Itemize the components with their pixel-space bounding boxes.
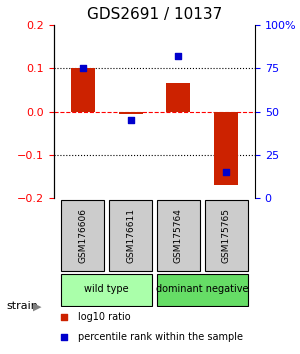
Point xyxy=(224,170,229,175)
Point xyxy=(62,314,67,320)
Bar xyxy=(167,83,191,112)
Text: strain: strain xyxy=(6,301,38,311)
Text: GSM175764: GSM175764 xyxy=(174,208,183,263)
FancyBboxPatch shape xyxy=(157,200,200,271)
FancyBboxPatch shape xyxy=(61,200,104,271)
Text: log10 ratio: log10 ratio xyxy=(78,312,131,322)
Point xyxy=(128,118,133,123)
Text: ▶: ▶ xyxy=(33,301,41,311)
FancyBboxPatch shape xyxy=(157,274,248,306)
Point xyxy=(80,65,85,71)
Bar xyxy=(118,112,142,114)
FancyBboxPatch shape xyxy=(61,274,152,306)
Bar xyxy=(71,68,95,112)
Text: GSM176606: GSM176606 xyxy=(78,208,87,263)
Bar xyxy=(214,112,238,185)
FancyBboxPatch shape xyxy=(109,200,152,271)
Point xyxy=(176,53,181,59)
Title: GDS2691 / 10137: GDS2691 / 10137 xyxy=(87,7,222,22)
Text: GSM175765: GSM175765 xyxy=(222,208,231,263)
Text: percentile rank within the sample: percentile rank within the sample xyxy=(78,332,243,342)
Point xyxy=(62,334,67,340)
Text: dominant negative: dominant negative xyxy=(156,284,249,294)
Text: GSM176611: GSM176611 xyxy=(126,208,135,263)
FancyBboxPatch shape xyxy=(205,200,248,271)
Text: wild type: wild type xyxy=(84,284,129,294)
